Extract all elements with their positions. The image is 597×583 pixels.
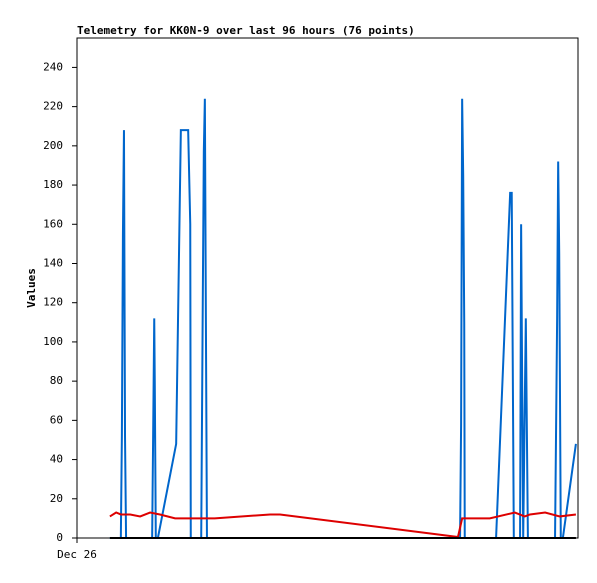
- y-tick-label: 60: [50, 413, 63, 426]
- y-tick-label: 20: [50, 492, 63, 505]
- y-axis-label: Values: [25, 268, 38, 308]
- series-line: [109, 511, 577, 539]
- y-tick-label: 240: [43, 60, 63, 73]
- y-tick-label: 0: [56, 531, 63, 544]
- y-tick-label: 100: [43, 335, 63, 348]
- series-line: [109, 98, 577, 539]
- y-tick-label: 80: [50, 374, 63, 387]
- y-tick-label: 40: [50, 453, 63, 466]
- y-tick-label: 140: [43, 256, 63, 269]
- y-tick-label: 220: [43, 100, 63, 113]
- x-tick-label: Dec 26: [57, 548, 97, 561]
- chart-title: Telemetry for KK0N-9 over last 96 hours …: [77, 24, 415, 37]
- y-tick-label: 200: [43, 139, 63, 152]
- y-tick-label: 180: [43, 178, 63, 191]
- y-tick-label: 120: [43, 296, 63, 309]
- y-tick-label: 160: [43, 217, 63, 230]
